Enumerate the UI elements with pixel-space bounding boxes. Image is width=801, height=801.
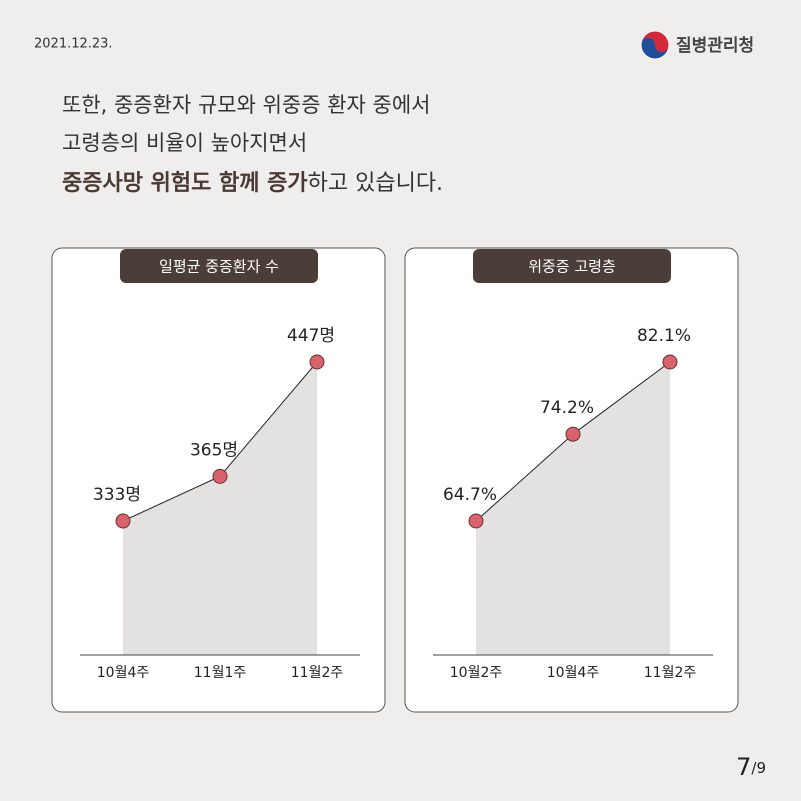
headline-rest: 하고 있습니다. [308, 171, 443, 196]
value-label: 365명 [190, 440, 238, 460]
x-tick-label: 11월2주 [291, 665, 344, 681]
x-tick-label: 11월2주 [644, 665, 697, 681]
point [212, 468, 228, 484]
value-label: 333명 [93, 485, 141, 505]
panel-title-bg [473, 249, 671, 283]
headline-line: 고령층의 비율이 높아지면서 [62, 131, 307, 155]
x-tick-label: 11월1주 [194, 665, 247, 681]
x-tick-label: 10월4주 [97, 665, 150, 681]
date: 2021.12.23. [34, 37, 113, 52]
page-number: 7/9 [736, 753, 766, 781]
value-label: 74.2% [540, 398, 594, 418]
org-name: 질병관리청 [676, 35, 754, 56]
chart-panel: 위중증 고령층 64.7% 10월2주 74.2% 10월4주 82.1% 11월2주 [404, 247, 739, 713]
panel-title-bg [120, 249, 318, 283]
area [123, 362, 317, 655]
point [662, 354, 678, 370]
chart-panel: 일평균 중증환자 수 333명 10월4주 365명 11월1주 447명 11월2주 [51, 247, 386, 713]
value-label: 82.1% [637, 326, 691, 346]
panel-title: 위중증 고령층 [528, 258, 616, 276]
headline-line: 또한, 중증환자 규모와 위중증 환자 중에서 [62, 93, 431, 117]
point [565, 426, 581, 442]
logo [640, 30, 670, 60]
x-tick-label: 10월4주 [547, 665, 600, 681]
headline-emphasis: 중증사망 위험도 함께 증가 [62, 170, 308, 196]
page-total: /9 [751, 759, 766, 777]
point [309, 354, 325, 370]
area [476, 362, 670, 655]
page-current: 7 [736, 753, 751, 781]
panel-title: 일평균 중증환자 수 [159, 258, 279, 276]
point [468, 513, 484, 529]
value-label: 447명 [287, 326, 335, 346]
x-tick-label: 10월2주 [450, 665, 503, 681]
headline-line: 중증사망 위험도 함께 증가하고 있습니다. [62, 170, 443, 196]
point [115, 513, 131, 529]
value-label: 64.7% [443, 485, 497, 505]
